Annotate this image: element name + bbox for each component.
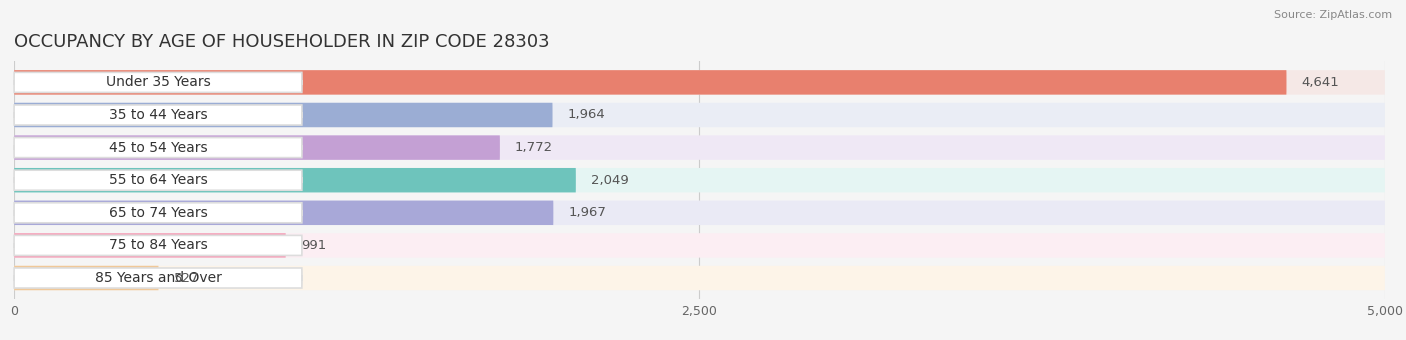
FancyBboxPatch shape [14, 233, 1385, 258]
FancyBboxPatch shape [14, 201, 1385, 225]
Text: 45 to 54 Years: 45 to 54 Years [108, 141, 207, 155]
FancyBboxPatch shape [14, 201, 554, 225]
Text: 75 to 84 Years: 75 to 84 Years [108, 238, 207, 252]
Text: 35 to 44 Years: 35 to 44 Years [108, 108, 207, 122]
Text: 55 to 64 Years: 55 to 64 Years [108, 173, 207, 187]
FancyBboxPatch shape [14, 203, 302, 223]
FancyBboxPatch shape [14, 103, 553, 127]
Text: 85 Years and Over: 85 Years and Over [94, 271, 221, 285]
FancyBboxPatch shape [14, 168, 576, 192]
FancyBboxPatch shape [14, 70, 1286, 95]
Text: Source: ZipAtlas.com: Source: ZipAtlas.com [1274, 10, 1392, 20]
Text: OCCUPANCY BY AGE OF HOUSEHOLDER IN ZIP CODE 28303: OCCUPANCY BY AGE OF HOUSEHOLDER IN ZIP C… [14, 33, 550, 51]
FancyBboxPatch shape [14, 70, 1385, 95]
FancyBboxPatch shape [14, 266, 159, 290]
Text: Under 35 Years: Under 35 Years [105, 75, 211, 89]
FancyBboxPatch shape [14, 233, 285, 258]
Text: 65 to 74 Years: 65 to 74 Years [108, 206, 207, 220]
FancyBboxPatch shape [14, 168, 1385, 192]
FancyBboxPatch shape [14, 103, 1385, 127]
Text: 4,641: 4,641 [1302, 76, 1340, 89]
Text: 2,049: 2,049 [591, 174, 628, 187]
Text: 1,967: 1,967 [568, 206, 606, 219]
FancyBboxPatch shape [14, 268, 302, 288]
FancyBboxPatch shape [14, 135, 1385, 160]
FancyBboxPatch shape [14, 266, 1385, 290]
Text: 991: 991 [301, 239, 326, 252]
FancyBboxPatch shape [14, 135, 501, 160]
FancyBboxPatch shape [14, 170, 302, 190]
Text: 527: 527 [173, 272, 200, 285]
FancyBboxPatch shape [14, 105, 302, 125]
Text: 1,964: 1,964 [568, 108, 606, 121]
Text: 1,772: 1,772 [515, 141, 553, 154]
FancyBboxPatch shape [14, 235, 302, 255]
FancyBboxPatch shape [14, 72, 302, 92]
FancyBboxPatch shape [14, 138, 302, 158]
